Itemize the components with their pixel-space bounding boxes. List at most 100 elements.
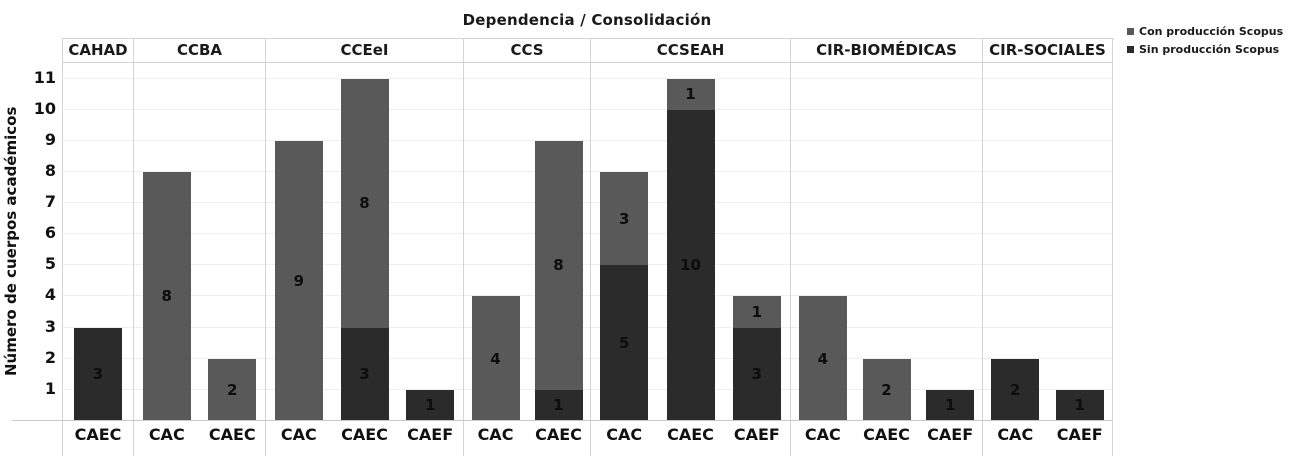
- bar-value-label: 1: [685, 85, 696, 104]
- group-plot-area: 8 CAC 2 CAEC: [134, 63, 265, 457]
- bar-segment-sin: 1: [406, 389, 455, 421]
- group-plot-area: 9 CAC 3 8 CAEC 1 CAEF: [266, 63, 463, 457]
- gridline: [62, 139, 1112, 141]
- bar-caec: 3: [74, 327, 122, 421]
- bar-segment-con: 4: [798, 296, 847, 421]
- gridline: [62, 77, 1112, 79]
- x-tick-label: CAC: [280, 425, 317, 444]
- group-header-label: CIR-SOCIALES: [983, 39, 1112, 63]
- bar-segment-con: 2: [862, 358, 911, 421]
- bar-caef: 1: [926, 389, 975, 421]
- x-tick-label: CAC: [804, 425, 841, 444]
- group-header-label: CCSEAH: [591, 39, 790, 63]
- bar-segment-con: 1: [732, 296, 781, 328]
- x-tick-label: CAEC: [535, 425, 582, 444]
- legend-swatch-icon: [1127, 27, 1134, 35]
- bar-segment-sin: 3: [732, 327, 781, 421]
- bar-segment-con: 8: [340, 78, 389, 328]
- gridline: [62, 202, 1112, 204]
- bar-caef: 1: [406, 389, 455, 421]
- bar-value-label: 8: [161, 287, 172, 306]
- y-tick-label: 5: [44, 254, 56, 274]
- group-header-label: CAHAD: [63, 39, 133, 63]
- bar-value-label: 1: [1074, 396, 1085, 415]
- legend-item-sin: Sin producción Scopus: [1127, 40, 1283, 58]
- x-tick-label: CAEF: [1056, 425, 1103, 444]
- bar-value-label: 1: [424, 396, 436, 415]
- bar-segment-sin: 1: [534, 389, 583, 421]
- bar-value-label: 2: [1010, 380, 1021, 399]
- y-tick-label: 2: [44, 347, 56, 367]
- legend-item-con: Con producción Scopus: [1127, 22, 1283, 40]
- bar-caec: 10 1: [666, 78, 715, 421]
- legend: Con producción Scopus Sin producción Scop…: [1127, 22, 1283, 58]
- gridline: [62, 108, 1112, 110]
- bar-value-label: 3: [751, 365, 763, 384]
- x-tick-label: CAEC: [208, 425, 256, 444]
- bar-value-label: 1: [944, 396, 956, 415]
- x-tick-label: CAEC: [74, 425, 122, 444]
- y-tick-label: 9: [44, 129, 56, 149]
- gridline: [62, 388, 1112, 390]
- y-tick-label: 11: [33, 67, 56, 87]
- x-axis-line: [12, 420, 1112, 421]
- gridline: [62, 170, 1112, 172]
- bar-value-label: 2: [881, 380, 892, 399]
- x-tick-label: CAEC: [341, 425, 388, 444]
- group-plot-area: 2 CAC 1 CAEF: [983, 63, 1112, 457]
- group-header-label: CCEeI: [266, 39, 463, 63]
- legend-label: Con producción Scopus: [1139, 24, 1284, 38]
- group-plot-area: 5 3 CAC 10 1 CAEC 3 1 CAEF: [591, 63, 790, 457]
- bar-caec: 2: [862, 358, 911, 421]
- bar-value-label: 3: [618, 209, 630, 228]
- group-ccseah: CCSEAH 5 3 CAC 10 1 CAEC 3 1 CAEF: [591, 39, 791, 456]
- bar-value-label: 3: [359, 365, 370, 384]
- bar-segment-sin: 2: [991, 358, 1040, 421]
- bar-segment-con: 1: [666, 78, 715, 110]
- x-tick-label: CAC: [148, 425, 185, 444]
- bar-segment-con: 8: [142, 171, 191, 421]
- bar-cac: 4: [798, 296, 847, 421]
- gridline: [62, 233, 1112, 235]
- y-tick-label: 7: [44, 192, 56, 212]
- group-cceei: CCEeI 9 CAC 3 8 CAEC 1 CAEF: [266, 39, 464, 456]
- group-cahad: CAHAD 3 CAEC: [63, 39, 134, 456]
- bar-cac: 4: [471, 296, 520, 421]
- bar-value-label: 4: [490, 349, 501, 368]
- bar-segment-con: 8: [534, 140, 583, 390]
- y-tick-label: 4: [44, 285, 56, 305]
- y-tick-label: 8: [44, 160, 56, 180]
- y-tick-label: 6: [44, 223, 56, 243]
- gridline: [62, 295, 1112, 297]
- x-tick-label: CAEF: [733, 425, 780, 444]
- chart-title: Dependencia / Consolidación: [462, 11, 712, 29]
- bar-value-label: 3: [92, 365, 104, 384]
- bar-value-label: 1: [553, 396, 564, 415]
- group-plot-area: 3 CAEC: [63, 63, 133, 457]
- bar-cac: 8: [142, 171, 191, 421]
- x-tick-label: CAEF: [927, 425, 974, 444]
- group-cir-biomédicas: CIR-BIOMÉDICAS 4 CAC 2 CAEC 1 CAEF: [791, 39, 983, 456]
- bar-caec: 2: [208, 358, 257, 421]
- group-ccs: CCS 4 CAC 1 8 CAEC: [464, 39, 591, 456]
- x-tick-label: CAEF: [407, 425, 454, 444]
- bar-cac: 2: [991, 358, 1040, 421]
- group-plot-area: 4 CAC 1 8 CAEC: [464, 63, 590, 457]
- bar-value-label: 8: [553, 256, 564, 275]
- grid-layer: [62, 62, 1112, 420]
- bar-segment-con: 4: [471, 296, 520, 421]
- gridline: [62, 264, 1112, 266]
- bar-segment-con: 2: [208, 358, 257, 421]
- bar-segment-sin: 10: [666, 109, 715, 421]
- y-tick-label: 1: [44, 378, 56, 398]
- bar-value-label: 8: [359, 194, 370, 213]
- bar-segment-sin: 1: [1055, 389, 1104, 421]
- bar-caef: 1: [1055, 389, 1104, 421]
- legend-label: Sin producción Scopus: [1139, 42, 1280, 56]
- bar-segment-con: 9: [274, 140, 323, 421]
- gridline: [62, 326, 1112, 328]
- gridline: [62, 357, 1112, 359]
